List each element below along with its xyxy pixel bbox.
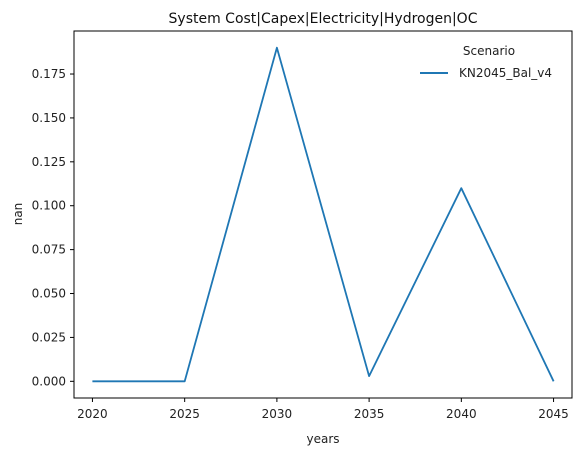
y-axis-label: nan — [11, 203, 25, 226]
x-axis-label: years — [306, 432, 339, 446]
y-axis: 0.000 0.025 0.050 0.075 0.100 0.125 0.150 0.175 — [32, 67, 74, 388]
legend-entry: KN2045_Bal_v4 — [459, 66, 552, 80]
legend-title: Scenario — [463, 44, 515, 58]
y-tick-label: 0.175 — [32, 67, 66, 81]
chart-title: System Cost|Capex|Electricity|Hydrogen|O… — [169, 11, 478, 27]
x-tick-label: 2025 — [169, 407, 200, 421]
series-line — [92, 46, 555, 383]
legend: Scenario KN2045_Bal_v4 — [420, 44, 552, 80]
y-tick-label: 0.000 — [32, 374, 66, 388]
x-tick-label: 2040 — [446, 407, 477, 421]
x-tick-label: 2020 — [77, 407, 108, 421]
y-tick-label: 0.150 — [32, 111, 66, 125]
plot-area — [92, 46, 555, 383]
y-tick-label: 0.100 — [32, 199, 66, 213]
y-tick-label: 0.125 — [32, 155, 66, 169]
y-tick-label: 0.050 — [32, 287, 66, 301]
plot-frame — [73, 30, 573, 399]
x-tick-label: 2030 — [262, 407, 293, 421]
x-axis: 2020 2025 2030 2035 2040 2045 — [77, 398, 569, 421]
y-tick-label: 0.075 — [32, 243, 66, 257]
x-tick-label: 2045 — [538, 407, 569, 421]
y-tick-label: 0.025 — [32, 330, 66, 344]
x-tick-label: 2035 — [354, 407, 385, 421]
